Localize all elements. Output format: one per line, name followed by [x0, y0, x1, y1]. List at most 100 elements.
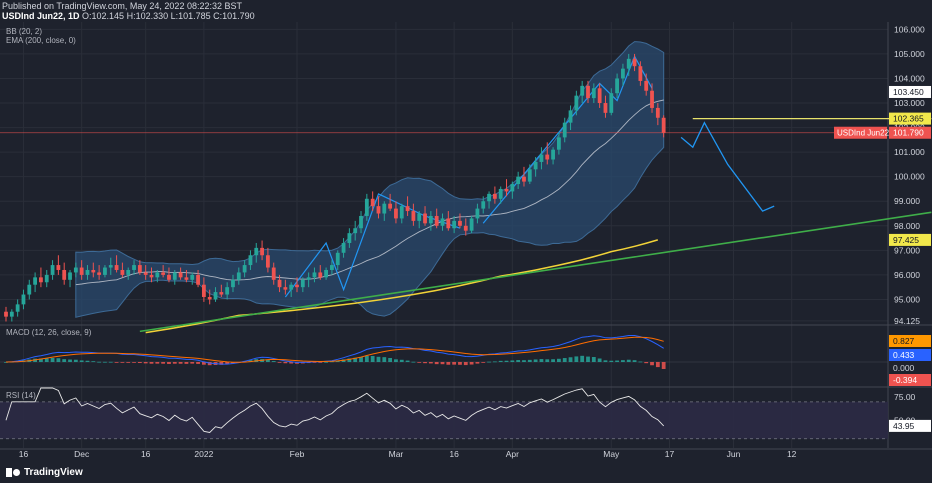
candle[interactable] — [149, 267, 154, 283]
candle[interactable] — [178, 267, 183, 280]
candle[interactable] — [73, 262, 78, 278]
candle[interactable] — [330, 260, 334, 275]
candle[interactable] — [184, 269, 189, 283]
candle[interactable] — [522, 166, 526, 187]
candle[interactable] — [108, 257, 113, 275]
candle[interactable] — [638, 61, 643, 86]
candle[interactable] — [242, 260, 247, 278]
candle[interactable] — [394, 201, 398, 224]
candle[interactable] — [504, 179, 509, 197]
candle[interactable] — [586, 80, 590, 104]
candle[interactable] — [306, 272, 311, 288]
candle[interactable] — [364, 193, 369, 221]
candle[interactable] — [463, 218, 468, 236]
candle[interactable] — [155, 269, 160, 283]
candle[interactable] — [458, 213, 462, 229]
candle[interactable] — [300, 277, 305, 293]
candle[interactable] — [446, 211, 451, 231]
candle[interactable] — [481, 196, 486, 214]
candle[interactable] — [15, 299, 20, 317]
candle[interactable] — [562, 117, 567, 143]
rsi-pane[interactable] — [0, 387, 888, 440]
symbol-title[interactable]: USDInd Jun22, 1D — [2, 11, 80, 21]
candle[interactable] — [609, 88, 614, 116]
candle[interactable] — [271, 262, 276, 285]
candle[interactable] — [266, 247, 270, 273]
ema-legend[interactable]: EMA (200, close, 0) — [6, 36, 76, 45]
candle[interactable] — [621, 63, 625, 86]
candle[interactable] — [370, 191, 375, 212]
candle[interactable] — [644, 73, 649, 96]
candle[interactable] — [382, 201, 387, 221]
candlestick-series[interactable] — [4, 53, 666, 322]
candle[interactable] — [62, 262, 67, 285]
candle[interactable] — [44, 269, 49, 288]
rsi-legend[interactable]: RSI (14) — [6, 391, 36, 400]
candle[interactable] — [190, 272, 195, 285]
candle[interactable] — [254, 242, 259, 263]
candle[interactable] — [475, 203, 480, 224]
candle[interactable] — [231, 274, 235, 293]
candle[interactable] — [655, 103, 660, 126]
candle[interactable] — [260, 240, 264, 261]
candle[interactable] — [324, 267, 328, 280]
candle[interactable] — [91, 262, 96, 278]
candle[interactable] — [289, 282, 294, 297]
bb-legend[interactable]: BB (20, 2) — [6, 27, 43, 36]
candle[interactable] — [27, 279, 32, 300]
candle[interactable] — [33, 272, 37, 293]
candle[interactable] — [277, 274, 282, 293]
candle[interactable] — [399, 203, 404, 224]
candle[interactable] — [545, 142, 550, 165]
candle[interactable] — [9, 309, 14, 322]
candle[interactable] — [114, 255, 119, 273]
candle[interactable] — [219, 284, 224, 297]
candle[interactable] — [376, 196, 381, 219]
candle[interactable] — [434, 208, 439, 229]
candle[interactable] — [405, 196, 410, 216]
candle[interactable] — [50, 260, 55, 280]
candle[interactable] — [591, 83, 596, 104]
candle[interactable] — [440, 213, 445, 231]
candle[interactable] — [132, 260, 136, 275]
candle[interactable] — [295, 277, 299, 293]
candle[interactable] — [312, 267, 317, 283]
candle[interactable] — [97, 265, 102, 280]
candle[interactable] — [4, 306, 8, 322]
candle[interactable] — [225, 282, 230, 300]
candle[interactable] — [650, 83, 654, 113]
candle[interactable] — [79, 260, 84, 280]
candle[interactable] — [417, 211, 422, 229]
candle[interactable] — [341, 238, 346, 258]
candle[interactable] — [120, 262, 125, 278]
candle[interactable] — [201, 277, 206, 302]
candle[interactable] — [359, 211, 363, 234]
candle[interactable] — [603, 95, 608, 118]
candle[interactable] — [39, 267, 43, 288]
candle[interactable] — [388, 193, 393, 212]
candle[interactable] — [632, 53, 637, 72]
candle[interactable] — [492, 186, 497, 204]
candle[interactable] — [85, 265, 90, 280]
candle[interactable] — [539, 147, 544, 170]
candle[interactable] — [615, 73, 619, 99]
candle[interactable] — [353, 220, 358, 241]
candle[interactable] — [568, 105, 573, 131]
candle[interactable] — [411, 203, 416, 226]
candle[interactable] — [498, 186, 503, 204]
candle[interactable] — [533, 157, 538, 177]
candle[interactable] — [574, 90, 579, 116]
candle[interactable] — [207, 289, 212, 305]
candle[interactable] — [487, 191, 491, 209]
candle[interactable] — [510, 181, 515, 199]
candle[interactable] — [56, 255, 61, 275]
candle[interactable] — [248, 250, 253, 270]
candle[interactable] — [137, 260, 142, 275]
candle[interactable] — [452, 215, 457, 234]
macd-pane[interactable] — [0, 326, 888, 386]
candle[interactable] — [126, 267, 131, 280]
candle[interactable] — [335, 250, 340, 270]
candle[interactable] — [196, 269, 200, 288]
candle[interactable] — [597, 83, 602, 108]
